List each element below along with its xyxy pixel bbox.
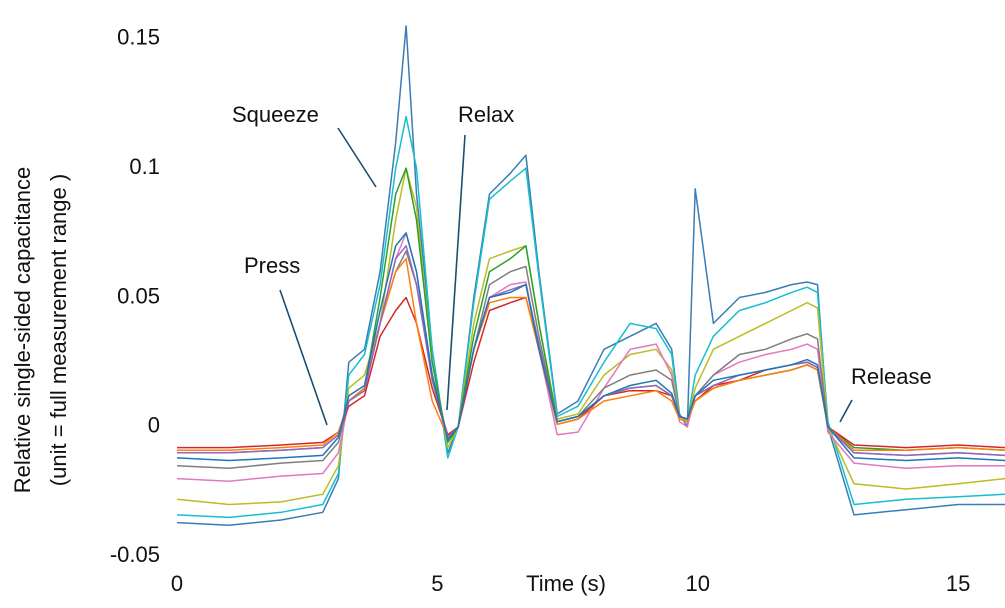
y-tick-label: 0.15 <box>117 25 160 50</box>
x-tick-label: 10 <box>686 571 710 596</box>
x-tick-label: 5 <box>431 571 443 596</box>
x-tick-label: 0 <box>171 571 183 596</box>
data-line <box>176 232 1005 462</box>
annotation: Squeeze <box>232 102 319 127</box>
data-line <box>176 250 1005 470</box>
x-axis-label: Time (s) <box>526 571 606 596</box>
data-line <box>177 257 1005 451</box>
y-axis-label: (unit = full measurement range ) <box>46 174 71 486</box>
annotation: Release <box>851 364 932 389</box>
y-tick-label: 0.1 <box>129 154 160 179</box>
y-axis-label: Relative single-sided capacitance <box>10 167 35 494</box>
annotation-leader <box>337 127 377 188</box>
y-tick-label: -0.05 <box>110 542 160 567</box>
annotation: Press <box>244 253 300 278</box>
annotation: Relax <box>458 102 514 127</box>
y-tick-label: 0 <box>148 413 160 438</box>
annotation-leader <box>446 134 466 411</box>
annotation-leader <box>839 399 853 423</box>
y-tick-label: 0.05 <box>117 283 160 308</box>
x-tick-label: 15 <box>946 571 970 596</box>
annotation-leader <box>279 289 328 426</box>
